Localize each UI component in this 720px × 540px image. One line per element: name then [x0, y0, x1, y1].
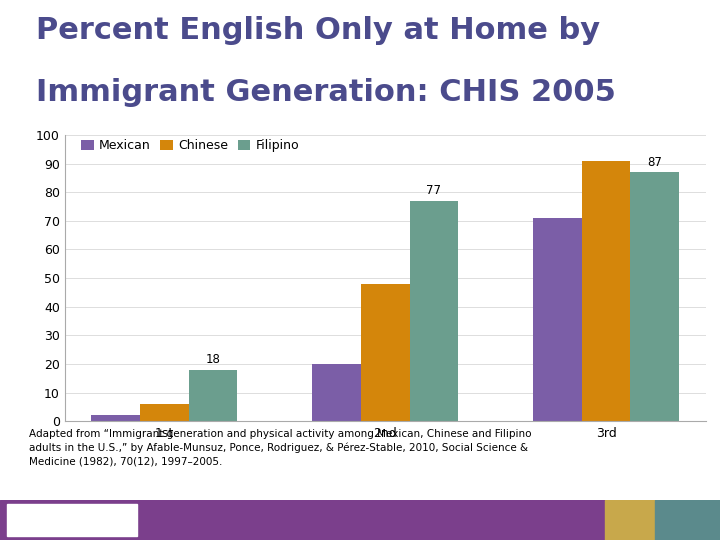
Bar — [410, 201, 458, 421]
Bar — [189, 370, 237, 421]
Bar — [91, 415, 140, 421]
Text: Percent English Only at Home by: Percent English Only at Home by — [36, 16, 600, 45]
FancyBboxPatch shape — [605, 500, 670, 540]
Bar — [534, 218, 582, 421]
Bar — [361, 284, 410, 421]
Text: Immigrant Generation: CHIS 2005: Immigrant Generation: CHIS 2005 — [36, 78, 616, 107]
Bar — [582, 161, 631, 421]
Text: 87: 87 — [647, 156, 662, 169]
Bar — [631, 172, 679, 421]
Text: 18: 18 — [205, 353, 220, 366]
Bar — [140, 404, 189, 421]
FancyBboxPatch shape — [0, 500, 720, 540]
FancyBboxPatch shape — [7, 503, 137, 536]
Legend: Mexican, Chinese, Filipino: Mexican, Chinese, Filipino — [78, 136, 303, 156]
Text: 77: 77 — [426, 184, 441, 198]
FancyBboxPatch shape — [655, 500, 720, 540]
Text: Adapted from “Immigrant generation and physical activity among Mexican, Chinese : Adapted from “Immigrant generation and p… — [29, 429, 531, 467]
Bar — [312, 364, 361, 421]
